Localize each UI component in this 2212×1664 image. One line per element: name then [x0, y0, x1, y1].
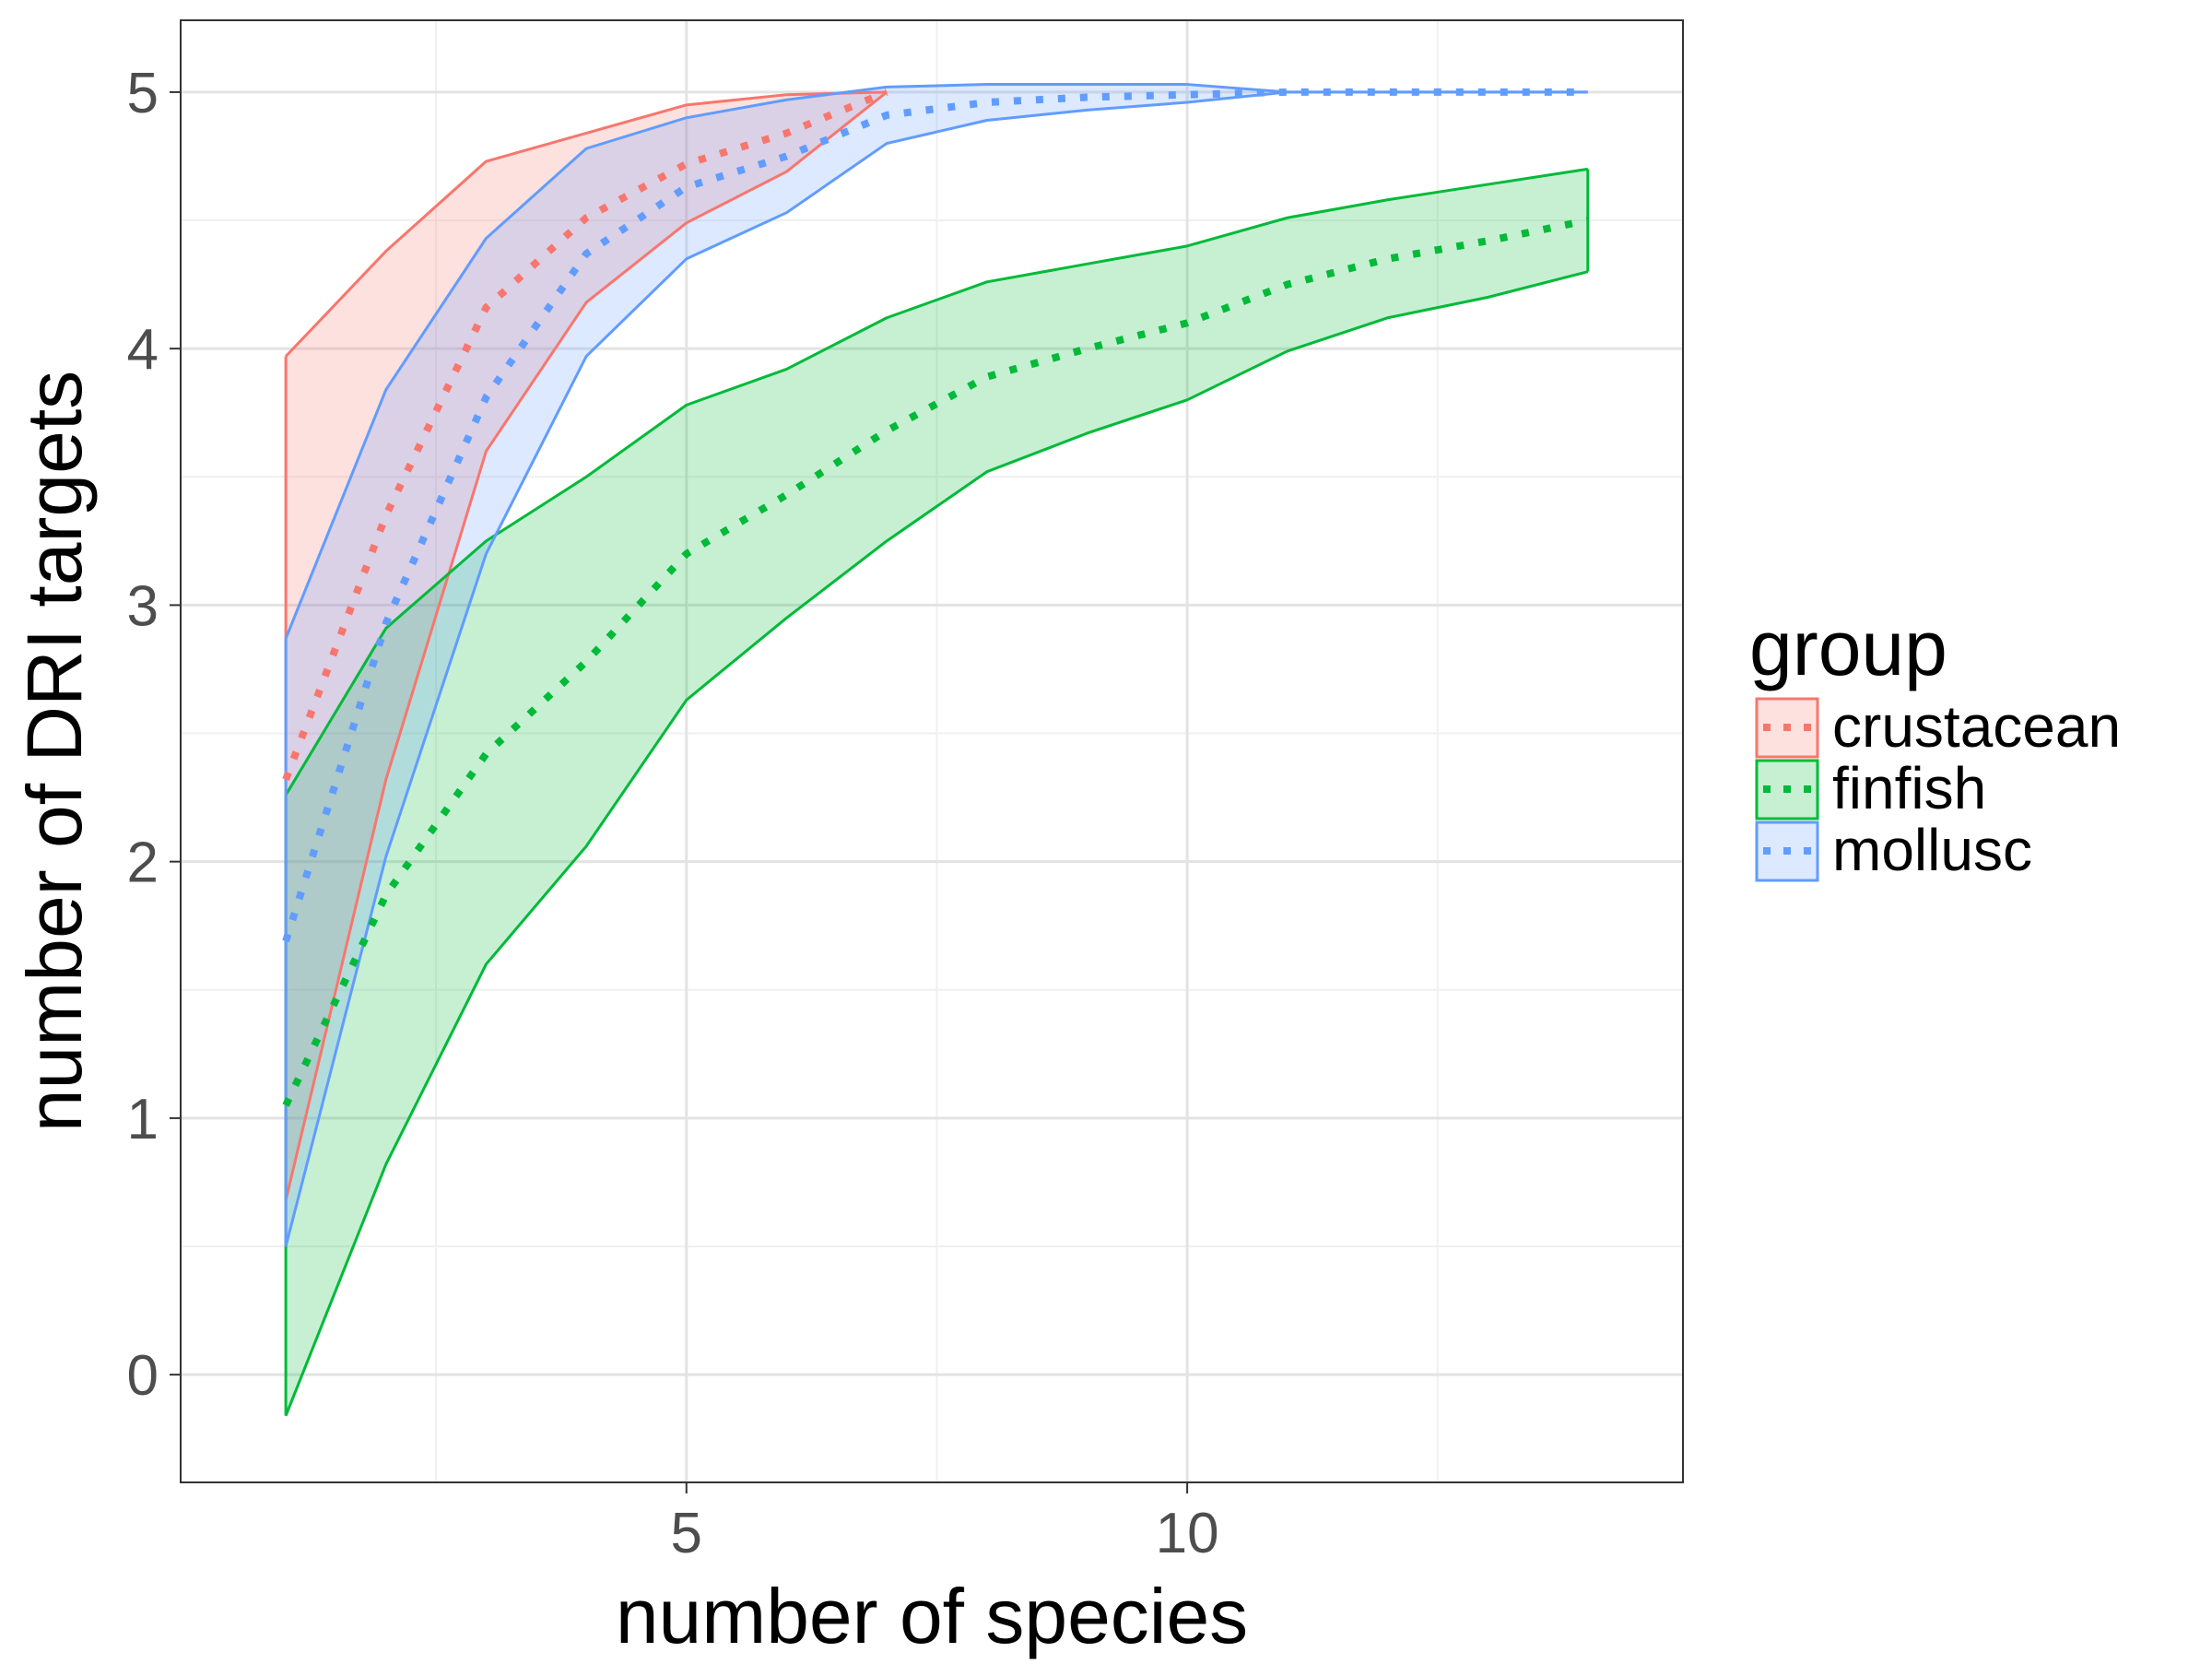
- x-axis-title: number of species: [616, 1573, 1248, 1659]
- upper-line-finfish: [284, 167, 1588, 797]
- y-tick-label: 5: [127, 62, 159, 125]
- mean-line-crustacean: [282, 89, 888, 782]
- x-axis: 5 10: [671, 1482, 1219, 1565]
- x-tick-label: 10: [1156, 1502, 1219, 1565]
- y-tick-label: 3: [127, 574, 159, 638]
- grid-minor: [181, 20, 1683, 1482]
- grid-major: [181, 20, 1683, 1482]
- mean-line-mollusc: [282, 88, 1588, 943]
- upper-line-crustacean: [285, 90, 888, 358]
- lower-line-crustacean: [284, 90, 888, 1201]
- y-tick-label: 1: [127, 1088, 159, 1151]
- legend-label-mollusc: mollusc: [1832, 817, 2032, 883]
- series-means: [282, 88, 1589, 1107]
- plot-panel: [181, 20, 1683, 1482]
- mean-line-finfish: [282, 217, 1589, 1107]
- legend-title: group: [1749, 605, 1947, 691]
- y-tick-label: 2: [127, 832, 159, 895]
- y-axis-title: number of DRI targets: [11, 371, 98, 1132]
- y-tick-label: 0: [127, 1344, 159, 1408]
- series-fills: [286, 84, 1588, 1416]
- lower-line-finfish: [284, 270, 1589, 1417]
- plot-border: [180, 19, 1684, 1483]
- band-finfish: [286, 169, 1588, 1416]
- y-axis: 0 1 2 3 4 5: [127, 62, 181, 1408]
- legend-label-crustacean: crustacean: [1832, 693, 2121, 760]
- band-crustacean: [286, 91, 888, 1200]
- legend-label-finfish: finfish: [1832, 755, 1986, 821]
- y-tick-label: 4: [127, 318, 159, 382]
- x-tick-label: 5: [671, 1502, 702, 1565]
